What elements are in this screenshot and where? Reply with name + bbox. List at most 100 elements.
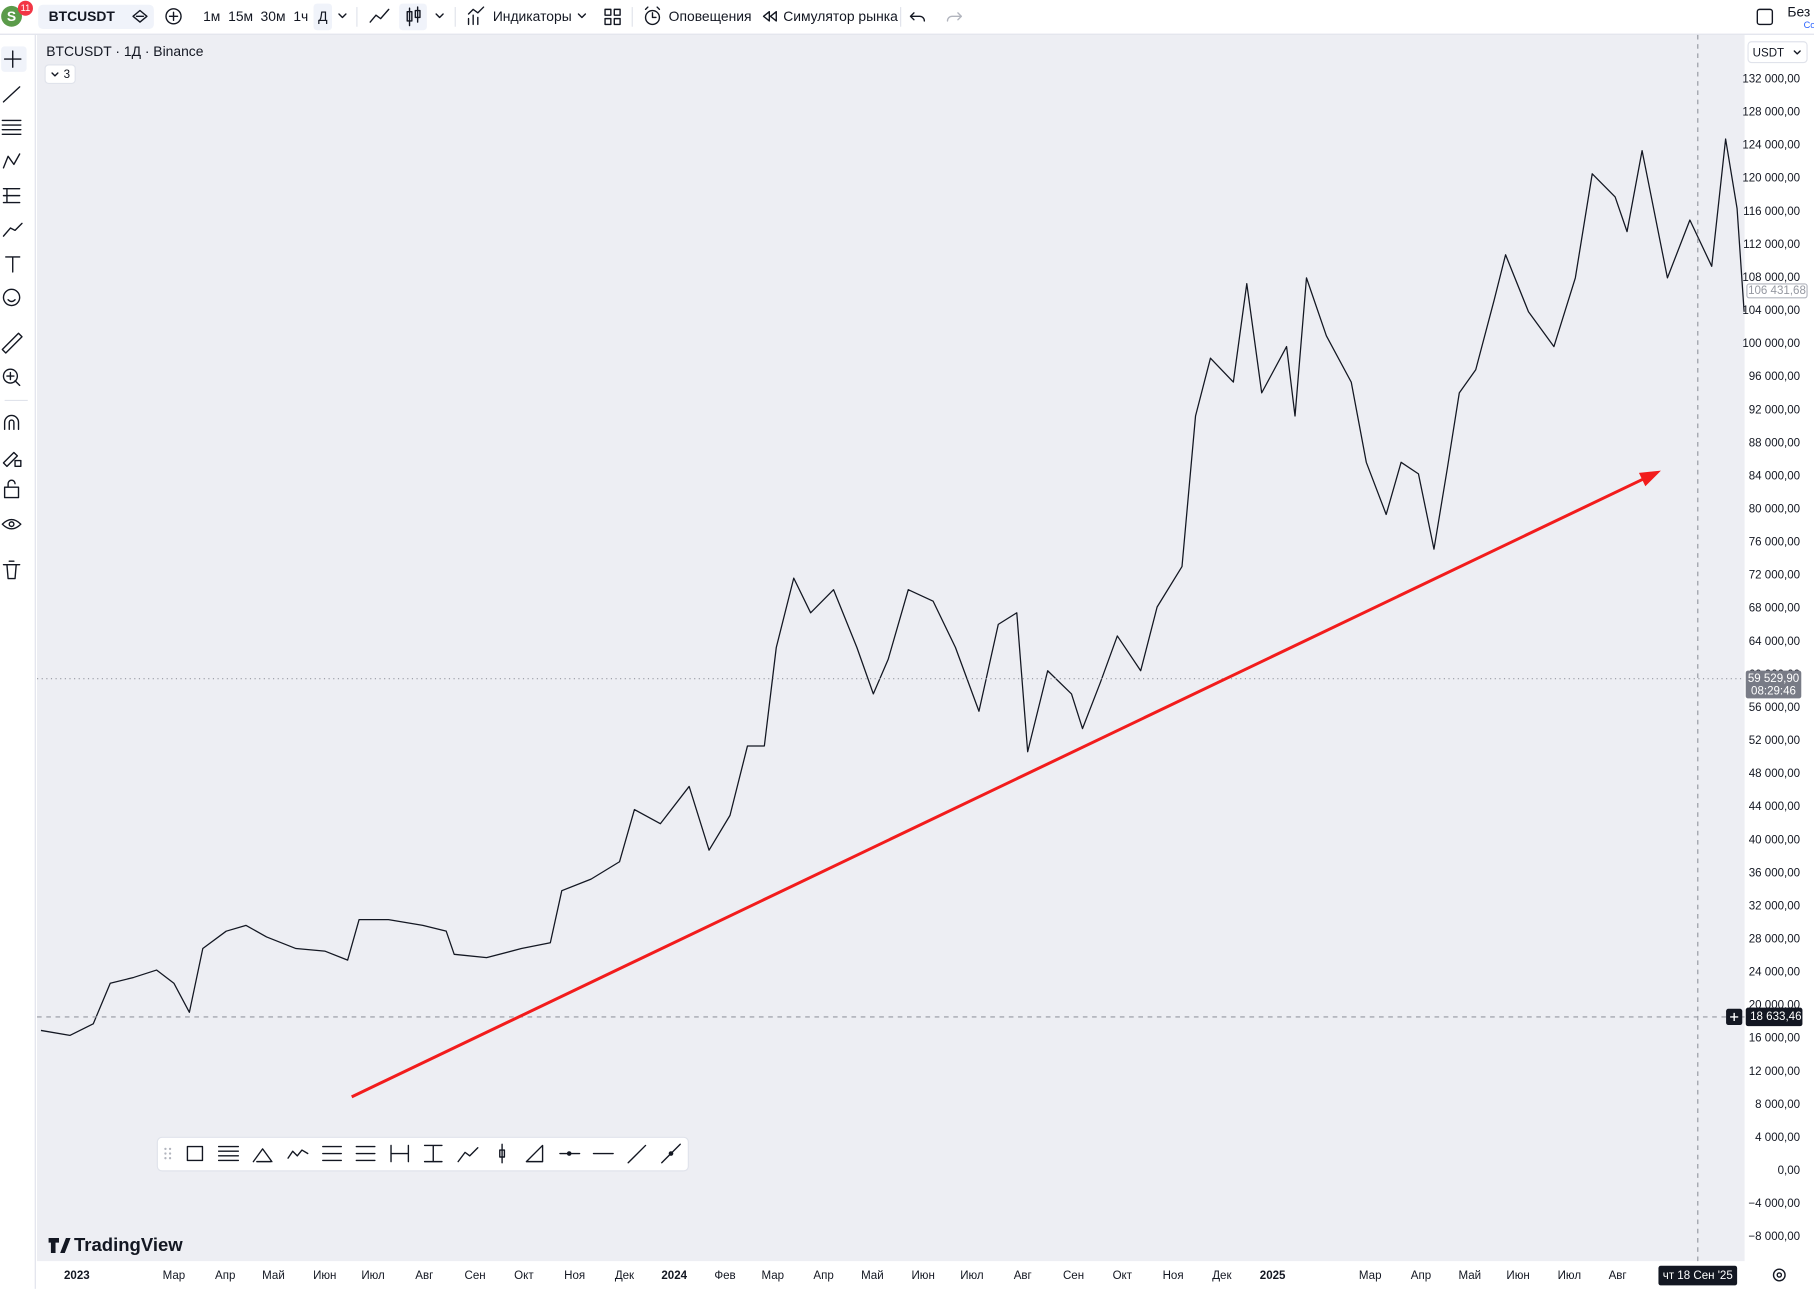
redo-button[interactable] xyxy=(946,12,963,22)
brush-tool[interactable] xyxy=(2,222,23,237)
compare-button[interactable] xyxy=(165,8,182,25)
x-tick-label: Авг xyxy=(415,1270,433,1282)
y-tick-label: 100 000,00 xyxy=(1742,338,1800,350)
triangle-tool[interactable] xyxy=(525,1144,544,1163)
y-tick-label: 12 000,00 xyxy=(1749,1066,1800,1078)
x-tick-label: Июл xyxy=(361,1270,384,1282)
rect-tool[interactable] xyxy=(186,1145,204,1162)
crosshair-price-label: 18 633,46 xyxy=(1750,1011,1801,1023)
x-tick-label: Авг xyxy=(1014,1270,1032,1282)
x-tick-label: Авг xyxy=(1609,1270,1627,1282)
path-tool[interactable] xyxy=(287,1149,309,1159)
x-tick-label: Июн xyxy=(1506,1270,1529,1282)
projection-tool[interactable] xyxy=(2,187,21,204)
visibility-tool[interactable] xyxy=(1,518,22,530)
fib-tool[interactable] xyxy=(1,119,22,136)
x-tick-label: Окт xyxy=(514,1270,534,1282)
price-range-tool[interactable] xyxy=(423,1144,443,1163)
undo-button[interactable] xyxy=(909,12,926,22)
zoom-handle xyxy=(6,371,21,387)
y-tick-label: 0,00 xyxy=(1778,1165,1800,1177)
emoji-tool[interactable] xyxy=(2,288,21,307)
chart-type-dropdown[interactable] xyxy=(435,13,444,19)
last-price-label: 59 529,90 xyxy=(1748,673,1799,685)
y-tick-label: 24 000,00 xyxy=(1749,967,1800,979)
trendline-tool[interactable] xyxy=(2,86,21,103)
delete-tool[interactable] xyxy=(2,560,21,580)
magnet-tool[interactable] xyxy=(3,414,20,431)
zoom-tool[interactable] xyxy=(2,368,19,384)
alerts-icon[interactable] xyxy=(644,9,661,26)
lock-tool[interactable] xyxy=(3,479,20,499)
x-tick-label: Июн xyxy=(911,1270,934,1282)
indicators-button[interactable]: Индикаторы xyxy=(493,8,572,24)
long-tool[interactable] xyxy=(322,1145,342,1162)
y-tick-label: 112 000,00 xyxy=(1743,239,1800,251)
symbol-icon[interactable] xyxy=(132,9,148,23)
drag-handle[interactable] xyxy=(164,1147,172,1160)
emoji-smile xyxy=(7,299,16,303)
brush-tool[interactable] xyxy=(252,1148,273,1163)
symbol: BTCUSDT xyxy=(49,8,116,24)
price-series xyxy=(40,138,1745,1037)
currency-selector[interactable] xyxy=(1747,41,1808,64)
short-tool[interactable] xyxy=(355,1145,376,1162)
layout-checkbox[interactable] xyxy=(1756,8,1774,26)
replay-icon[interactable] xyxy=(762,10,777,22)
y-tick-label: 16 000,00 xyxy=(1749,1033,1800,1045)
avatar[interactable] xyxy=(1,5,22,27)
lock-drawing-tool[interactable] xyxy=(2,451,22,468)
visibility-pupil xyxy=(8,521,15,528)
drawn-arrow-head xyxy=(1638,470,1661,487)
symbol-search[interactable] xyxy=(38,4,154,30)
x-tick-label: Май xyxy=(262,1270,285,1282)
replay-button[interactable]: Симулятор рынка xyxy=(783,8,898,24)
y-tick-label: 48 000,00 xyxy=(1749,768,1800,780)
candles-button[interactable] xyxy=(406,6,421,27)
interval-button[interactable]: 1м xyxy=(203,8,220,24)
indicators-dropdown[interactable] xyxy=(577,13,587,19)
indicators-toggle[interactable] xyxy=(44,64,76,84)
drawn-arrow[interactable] xyxy=(351,477,1644,1099)
interval-button[interactable]: 1ч xyxy=(293,8,308,24)
trendline-tool[interactable] xyxy=(627,1144,647,1164)
x-tick-label: Июн xyxy=(313,1270,336,1282)
date-range-tool[interactable] xyxy=(390,1144,410,1163)
indicators-icon[interactable] xyxy=(467,6,485,26)
interval-button[interactable]: 30м xyxy=(261,8,286,24)
compare-plus xyxy=(168,11,179,22)
text-tool[interactable] xyxy=(5,256,21,273)
y-tick-label: −8 000,00 xyxy=(1748,1231,1800,1243)
layouts-button[interactable] xyxy=(604,8,621,26)
x-tick-label: Апр xyxy=(813,1270,833,1282)
y-tick-label: 104 000,00 xyxy=(1742,305,1800,317)
ray-point xyxy=(566,1151,572,1156)
layout-name[interactable]: Без н xyxy=(1787,4,1814,20)
settings-button[interactable] xyxy=(1772,1268,1786,1282)
indicators-chevron xyxy=(51,72,59,77)
line-chart-button[interactable] xyxy=(369,8,390,23)
settings-center xyxy=(1776,1272,1783,1278)
marker-price-box xyxy=(1746,283,1808,299)
countdown-label: 08:29:46 xyxy=(1751,686,1796,698)
x-tick-label: Мар xyxy=(762,1270,785,1282)
chart-layer: 132 000,00 128 000,00 124 000,00 120 000,00… xyxy=(37,34,1808,1286)
bar-tool[interactable] xyxy=(499,1143,506,1164)
x-tick-label: Апр xyxy=(215,1270,235,1282)
interval-button[interactable]: 15м xyxy=(228,8,253,24)
y-tick-label: 128 000,00 xyxy=(1742,107,1800,119)
alerts-button[interactable]: Оповещения xyxy=(669,8,752,24)
ruler-tool[interactable] xyxy=(1,332,23,354)
interval-dropdown[interactable] xyxy=(338,13,347,19)
logo-text: TradingView xyxy=(74,1234,183,1255)
crosshair-tool[interactable] xyxy=(3,50,22,68)
y-tick-label: 124 000,00 xyxy=(1742,140,1800,152)
pencil-tool[interactable] xyxy=(457,1147,479,1163)
y-tick-label: 84 000,00 xyxy=(1749,470,1800,482)
pattern-tool[interactable] xyxy=(2,153,21,169)
fib-tool[interactable] xyxy=(217,1145,240,1162)
x-tick-label: Май xyxy=(861,1270,884,1282)
x-tick-label: Апр xyxy=(1411,1270,1431,1282)
interval-button-active[interactable]: Д xyxy=(318,8,328,24)
y-tick-label: 36 000,00 xyxy=(1749,867,1800,879)
